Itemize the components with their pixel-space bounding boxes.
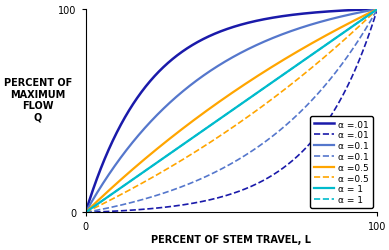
Legend: α =.01, α =.01, α =0.1, α =0.1, α =0.5, α =0.5, α = 1, α = 1: α =.01, α =.01, α =0.1, α =0.1, α =0.5, … [310,116,373,208]
X-axis label: PERCENT OF STEM TRAVEL, L: PERCENT OF STEM TRAVEL, L [151,234,312,244]
Text: PERCENT OF
MAXIMUM
FLOW
Q: PERCENT OF MAXIMUM FLOW Q [4,78,72,122]
